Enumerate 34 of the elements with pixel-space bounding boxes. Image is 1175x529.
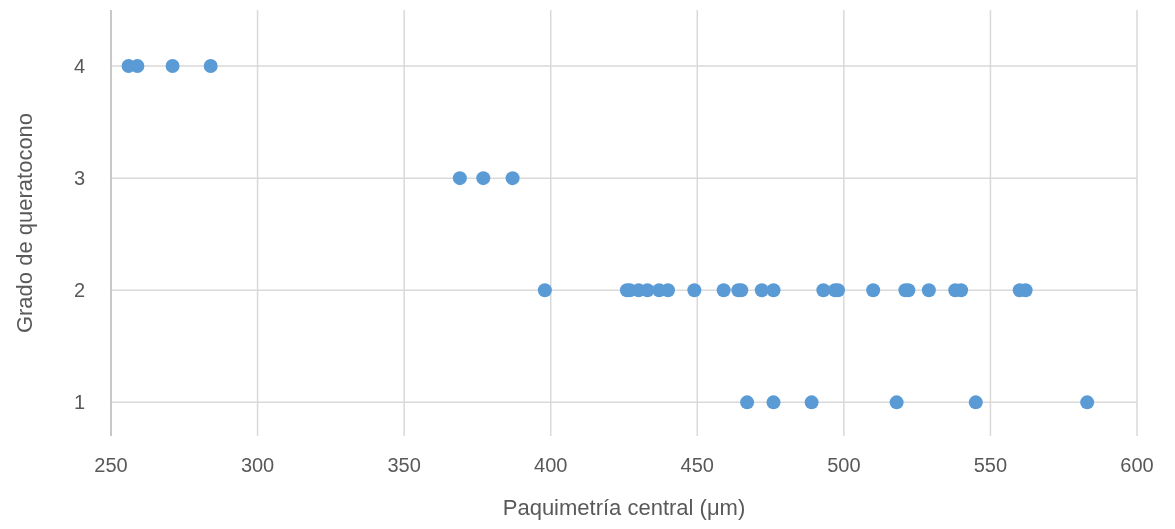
point: [804, 395, 819, 410]
point: [754, 283, 769, 298]
y-axis-title: Grado de queratocono: [12, 112, 37, 334]
x-axis-title: Paquimetría central (μm): [502, 495, 746, 520]
x-tick-label: 350: [387, 454, 421, 476]
y-tick-label: 4: [73, 55, 85, 78]
point: [537, 283, 552, 298]
point: [816, 283, 831, 298]
point: [165, 59, 180, 74]
point: [1080, 395, 1095, 410]
point: [203, 59, 218, 74]
point: [766, 283, 781, 298]
point: [921, 283, 936, 298]
y-tick-label: 1: [73, 391, 85, 414]
point: [968, 395, 983, 410]
point: [766, 395, 781, 410]
point: [452, 171, 467, 186]
x-tick-label: 250: [94, 454, 128, 476]
x-tick-label: 300: [240, 454, 275, 476]
x-tick-label: 600: [1120, 454, 1154, 476]
y-tick-label: 3: [73, 167, 85, 190]
y-tick-label: 2: [73, 279, 85, 302]
point: [716, 283, 731, 298]
x-tick-label: 400: [534, 454, 568, 476]
point: [740, 395, 755, 410]
point: [866, 283, 881, 298]
point: [505, 171, 520, 186]
point: [687, 283, 702, 298]
point: [130, 59, 145, 74]
x-tick-label: 550: [973, 454, 1008, 476]
x-tick-label: 500: [827, 454, 861, 476]
x-tick-label: 450: [680, 454, 714, 476]
point: [889, 395, 904, 410]
point: [476, 171, 491, 186]
